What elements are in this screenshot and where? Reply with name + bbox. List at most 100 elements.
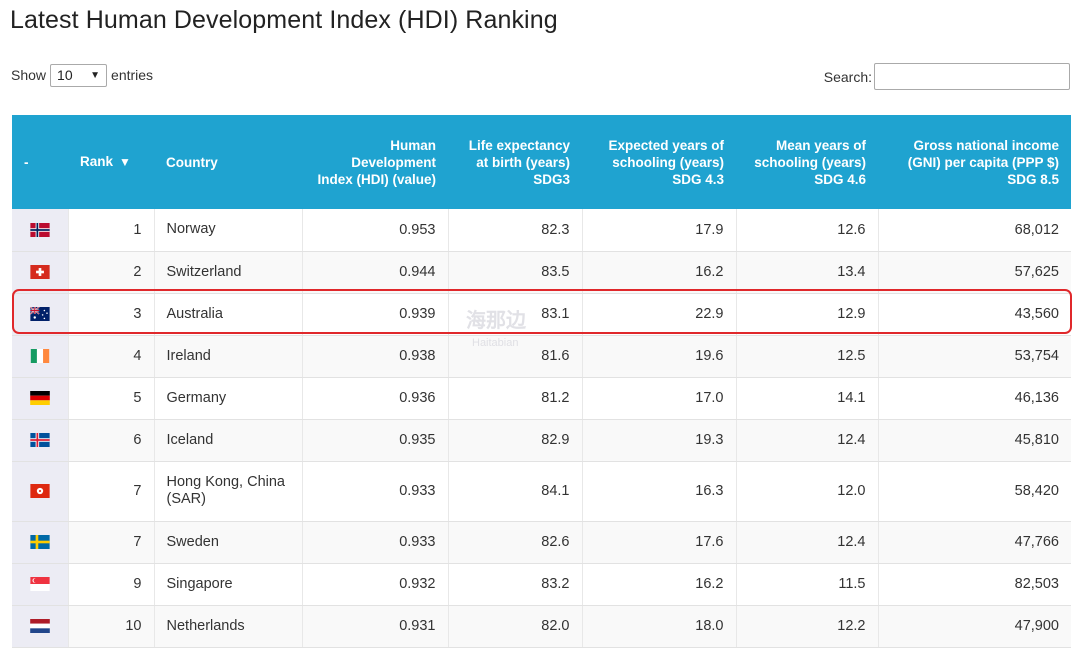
life-expectancy-cell: 84.1 <box>448 461 583 522</box>
expected-schooling-cell: 16.2 <box>582 251 737 294</box>
expected-schooling-cell: 17.9 <box>582 209 737 252</box>
country-cell: Germany <box>154 377 303 420</box>
column-header-mean-schooling[interactable]: Mean years of schooling (years) SDG 4.6 <box>736 115 878 209</box>
mean-schooling-cell: 12.5 <box>736 335 879 378</box>
germany-flag-icon <box>29 391 50 406</box>
entries-length-control: Show 10 ▼ entries <box>11 63 153 87</box>
ireland-flag-icon <box>30 349 49 364</box>
mean-schooling-cell: 12.6 <box>736 209 879 252</box>
flag-cell <box>12 251 69 294</box>
table-row: 9 Singapore 0.932 83.2 16.2 11.5 82,503 <box>12 563 1071 606</box>
table-row: 4 Ireland 0.938 81.6 19.6 12.5 53,754 <box>12 335 1071 378</box>
show-label: Show <box>11 67 47 83</box>
gni-cell: 43,560 <box>878 293 1071 336</box>
expected-schooling-cell: 17.6 <box>582 521 737 564</box>
life-expectancy-cell: 83.1 <box>448 293 583 336</box>
column-header-rank[interactable]: Rank ▼ <box>68 115 154 209</box>
page-title: Latest Human Development Index (HDI) Ran… <box>10 6 558 34</box>
rank-cell: 9 <box>68 563 155 606</box>
switzerland-flag-icon <box>30 265 50 280</box>
flag-cell <box>12 377 69 420</box>
mean-schooling-cell: 14.1 <box>736 377 879 420</box>
gni-cell: 68,012 <box>878 209 1071 252</box>
mean-schooling-cell: 11.5 <box>736 563 879 606</box>
column-header-expected-schooling[interactable]: Expected years of schooling (years) SDG … <box>582 115 736 209</box>
column-header-gni[interactable]: Gross national income (GNI) per capita (… <box>878 115 1071 209</box>
table-row: 7 Sweden 0.933 82.6 17.6 12.4 47,766 <box>12 521 1071 564</box>
country-cell: Australia <box>154 293 303 336</box>
gni-cell: 46,136 <box>878 377 1071 420</box>
rank-cell: 5 <box>68 377 155 420</box>
hdi-cell: 0.936 <box>302 377 449 420</box>
hdi-ranking-table: - Rank ▼ Country Human Development Index … <box>12 115 1071 648</box>
entries-select[interactable]: 10 ▼ <box>50 63 108 87</box>
search-input[interactable] <box>874 63 1070 90</box>
chevron-down-icon: ▼ <box>90 69 101 81</box>
country-cell: Switzerland <box>154 251 303 294</box>
country-cell: Singapore <box>154 563 303 606</box>
flag-cell <box>12 521 69 564</box>
gni-cell: 82,503 <box>878 563 1071 606</box>
rank-cell: 7 <box>68 461 155 522</box>
netherlands-flag-icon <box>29 619 50 634</box>
rank-cell: 2 <box>68 251 155 294</box>
table-header-row: - Rank ▼ Country Human Development Index … <box>12 115 1071 209</box>
life-expectancy-cell: 82.6 <box>448 521 583 564</box>
expected-schooling-cell: 16.2 <box>582 563 737 606</box>
entries-select-value: 10 <box>57 67 73 83</box>
column-header-life-expectancy[interactable]: Life expectancy at birth (years) SDG3 <box>448 115 582 209</box>
hong-kong-flag-icon <box>30 484 50 499</box>
column-header-rank-label: Rank <box>80 154 114 169</box>
mean-schooling-cell: 12.4 <box>736 521 879 564</box>
hdi-cell: 0.953 <box>302 209 449 252</box>
life-expectancy-cell: 82.9 <box>448 419 583 462</box>
rank-cell: 1 <box>68 209 155 252</box>
country-cell: Netherlands <box>154 605 303 648</box>
norway-flag-icon <box>30 222 50 237</box>
country-cell: Norway <box>154 209 303 252</box>
flag-cell <box>12 563 69 606</box>
australia-flag-icon <box>29 307 50 322</box>
rank-cell: 10 <box>68 605 155 648</box>
gni-cell: 47,766 <box>878 521 1071 564</box>
country-cell: Iceland <box>154 419 303 462</box>
life-expectancy-cell: 82.0 <box>448 605 583 648</box>
search-label: Search: <box>823 68 872 85</box>
hdi-cell: 0.939 <box>302 293 449 336</box>
life-expectancy-cell: 82.3 <box>448 209 583 252</box>
flag-cell <box>12 605 69 648</box>
rank-cell: 7 <box>68 521 155 564</box>
table-row: 10 Netherlands 0.931 82.0 18.0 12.2 47,9… <box>12 605 1071 648</box>
flag-cell <box>12 419 69 462</box>
expected-schooling-cell: 22.9 <box>582 293 737 336</box>
iceland-flag-icon <box>30 433 50 448</box>
table-row: 7 Hong Kong, China (SAR) 0.933 84.1 16.3… <box>12 461 1071 522</box>
column-header-flag[interactable]: - <box>12 115 68 209</box>
hdi-cell: 0.933 <box>302 521 449 564</box>
expected-schooling-cell: 19.6 <box>582 335 737 378</box>
hdi-cell: 0.935 <box>302 419 449 462</box>
hdi-cell: 0.933 <box>302 461 449 522</box>
hdi-cell: 0.931 <box>302 605 449 648</box>
entries-label: entries <box>111 67 154 83</box>
hdi-cell: 0.932 <box>302 563 449 606</box>
column-header-country[interactable]: Country <box>154 115 302 209</box>
table-row: 3 Australia 0.939 83.1 22.9 12.9 43,560 <box>12 293 1071 336</box>
life-expectancy-cell: 83.5 <box>448 251 583 294</box>
flag-cell <box>12 209 69 252</box>
country-cell: Sweden <box>154 521 303 564</box>
sort-descending-icon: ▼ <box>119 155 131 169</box>
expected-schooling-cell: 16.3 <box>582 461 737 522</box>
life-expectancy-cell: 81.6 <box>448 335 583 378</box>
table-row: 1 Norway 0.953 82.3 17.9 12.6 68,012 <box>12 209 1071 252</box>
country-cell: Ireland <box>154 335 303 378</box>
mean-schooling-cell: 13.4 <box>736 251 879 294</box>
rank-cell: 3 <box>68 293 155 336</box>
column-header-hdi[interactable]: Human Development Index (HDI) (value) <box>302 115 448 209</box>
rank-cell: 4 <box>68 335 155 378</box>
mean-schooling-cell: 12.2 <box>736 605 879 648</box>
search-control: Search: <box>824 63 1070 90</box>
flag-cell <box>12 335 69 378</box>
expected-schooling-cell: 19.3 <box>582 419 737 462</box>
hdi-cell: 0.938 <box>302 335 449 378</box>
